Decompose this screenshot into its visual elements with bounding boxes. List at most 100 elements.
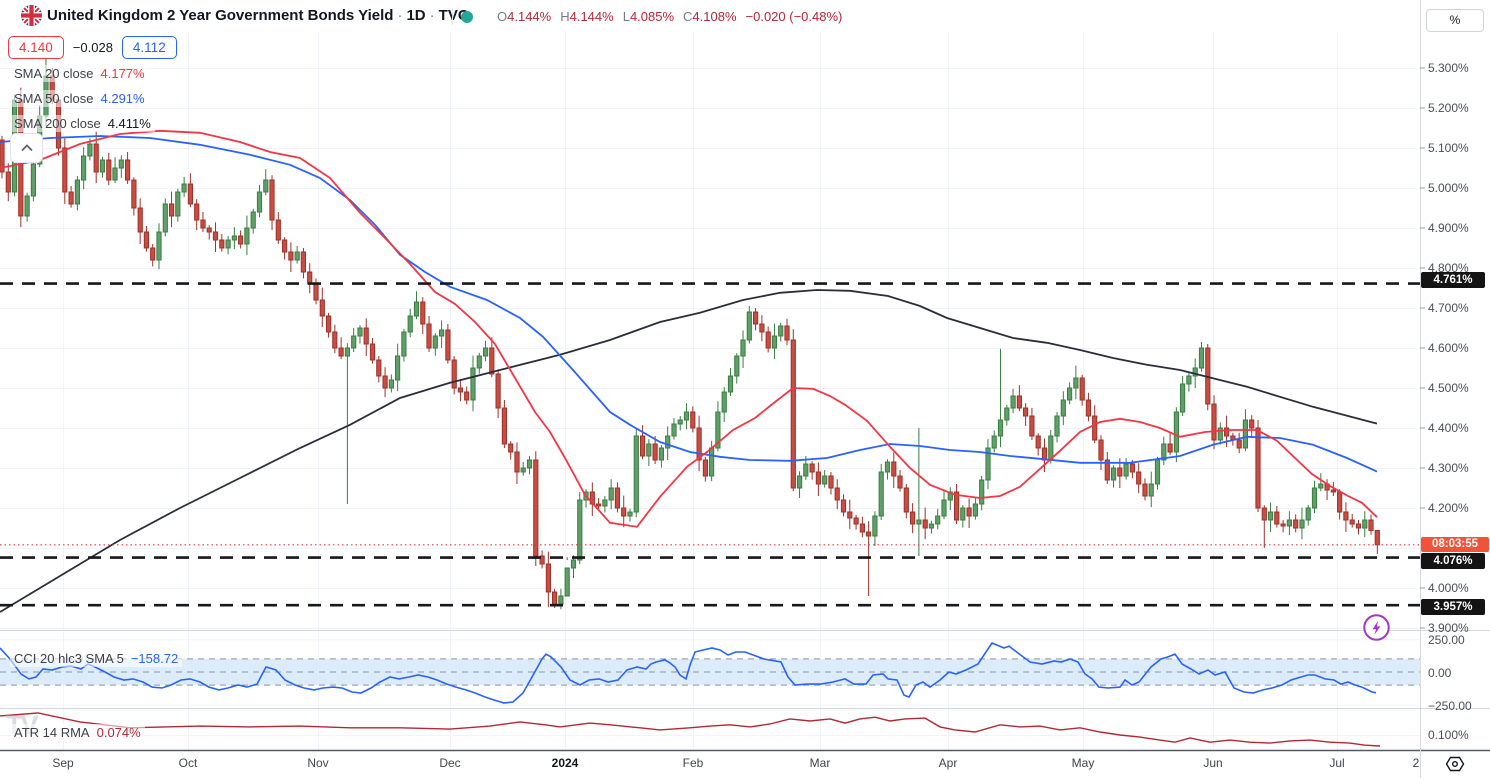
price-scale-unit-button[interactable]: % (1426, 9, 1484, 32)
candle (533, 459, 539, 557)
candle (87, 143, 93, 157)
price-axis-label: 5.300% (1428, 61, 1469, 75)
candle (501, 407, 507, 445)
candle (797, 475, 803, 489)
candle (244, 227, 250, 245)
symbol-title[interactable]: United Kingdom 2 Year Government Bonds Y… (47, 7, 469, 24)
legend-atr[interactable]: ATR 14 RMA 0.074% (10, 724, 145, 741)
candle (395, 355, 401, 381)
eye-hexagon-icon (1445, 756, 1465, 772)
candle (1098, 439, 1104, 461)
candle (545, 563, 551, 593)
candle (972, 503, 978, 517)
collapse-legend-button[interactable] (10, 133, 43, 163)
candle (413, 301, 420, 317)
price-pane (0, 56, 1420, 613)
candle (1136, 471, 1142, 485)
candle (526, 459, 533, 469)
candle (690, 411, 696, 429)
candle (451, 359, 457, 389)
price-axis-label: 3.900% (1428, 621, 1469, 635)
candle (790, 339, 796, 489)
level-price-tag: 4.076% (1421, 552, 1485, 569)
candle (263, 179, 269, 193)
candle (1085, 399, 1092, 417)
candle (734, 355, 740, 377)
candle (125, 159, 131, 181)
candle (24, 195, 30, 217)
chart-header: United Kingdom 2 Year Government Bonds Y… (0, 0, 1420, 32)
candle (426, 323, 432, 349)
candle (1180, 383, 1186, 413)
candle (338, 347, 344, 357)
candle (457, 387, 463, 393)
candle (1004, 407, 1010, 421)
candle (608, 487, 614, 501)
candle (112, 167, 118, 181)
legend-cci[interactable]: CCI 20 hlc3 SMA 5 −158.72 (10, 650, 183, 667)
legend-sma20[interactable]: SMA 20 close 4.177% (10, 65, 149, 82)
candle (922, 519, 928, 529)
candle (1104, 459, 1110, 481)
candle (445, 329, 451, 361)
cci-line (0, 642, 1377, 704)
candle (859, 523, 865, 533)
candle (834, 487, 840, 501)
market-status-dot-icon[interactable] (461, 11, 473, 23)
time-axis-label: Oct (178, 756, 198, 770)
candle (288, 251, 294, 261)
candle (727, 375, 734, 393)
candle (709, 447, 715, 477)
candle (1374, 529, 1380, 546)
candle (1299, 519, 1305, 529)
candle (878, 471, 884, 517)
candle (954, 491, 960, 521)
price-axis-label: 5.200% (1428, 101, 1469, 115)
candle (1236, 439, 1242, 449)
candle (401, 331, 407, 357)
candle (715, 411, 721, 449)
candle (1067, 387, 1073, 401)
candle (508, 443, 514, 453)
price-axis-label: 5.000% (1428, 181, 1469, 195)
candle (910, 511, 916, 525)
candle (194, 203, 200, 221)
open-value: 4.144% (507, 9, 552, 24)
candle (1010, 395, 1016, 409)
candle (552, 591, 558, 605)
level-price-tag: 4.761% (1421, 271, 1485, 288)
candle (1249, 419, 1255, 429)
time-axis-label: Dec (439, 756, 461, 770)
candle (1186, 375, 1192, 385)
candle (420, 301, 426, 325)
candle (407, 315, 413, 333)
candle (853, 517, 859, 525)
candle (369, 343, 376, 361)
candle (1337, 491, 1343, 513)
candle (759, 323, 765, 333)
sell-price-button[interactable]: 4.140 (8, 36, 64, 59)
candle (1261, 507, 1267, 521)
candle (1311, 487, 1318, 509)
price-axis-label: 4.300% (1428, 461, 1469, 475)
candle (175, 191, 181, 217)
lightning-bolt-button[interactable] (1362, 613, 1391, 642)
candle (985, 447, 991, 481)
candle (1192, 367, 1198, 377)
candle (1280, 523, 1286, 527)
legend-sma200[interactable]: SMA 200 close 4.411% (10, 115, 155, 132)
buy-price-button[interactable]: 4.112 (121, 36, 177, 59)
spread-value: −0.028 (72, 40, 113, 55)
candle (671, 423, 677, 437)
sma50-line (0, 135, 1378, 473)
instant-details-button[interactable] (1444, 754, 1466, 774)
atr-line (0, 712, 1381, 747)
legend-sma50[interactable]: SMA 50 close 4.291% (10, 90, 149, 107)
candle (1161, 443, 1167, 461)
change-value: −0.020 (−0.48%) (745, 9, 843, 24)
candle (753, 311, 759, 325)
time-axis-label: 2 (1412, 756, 1420, 770)
